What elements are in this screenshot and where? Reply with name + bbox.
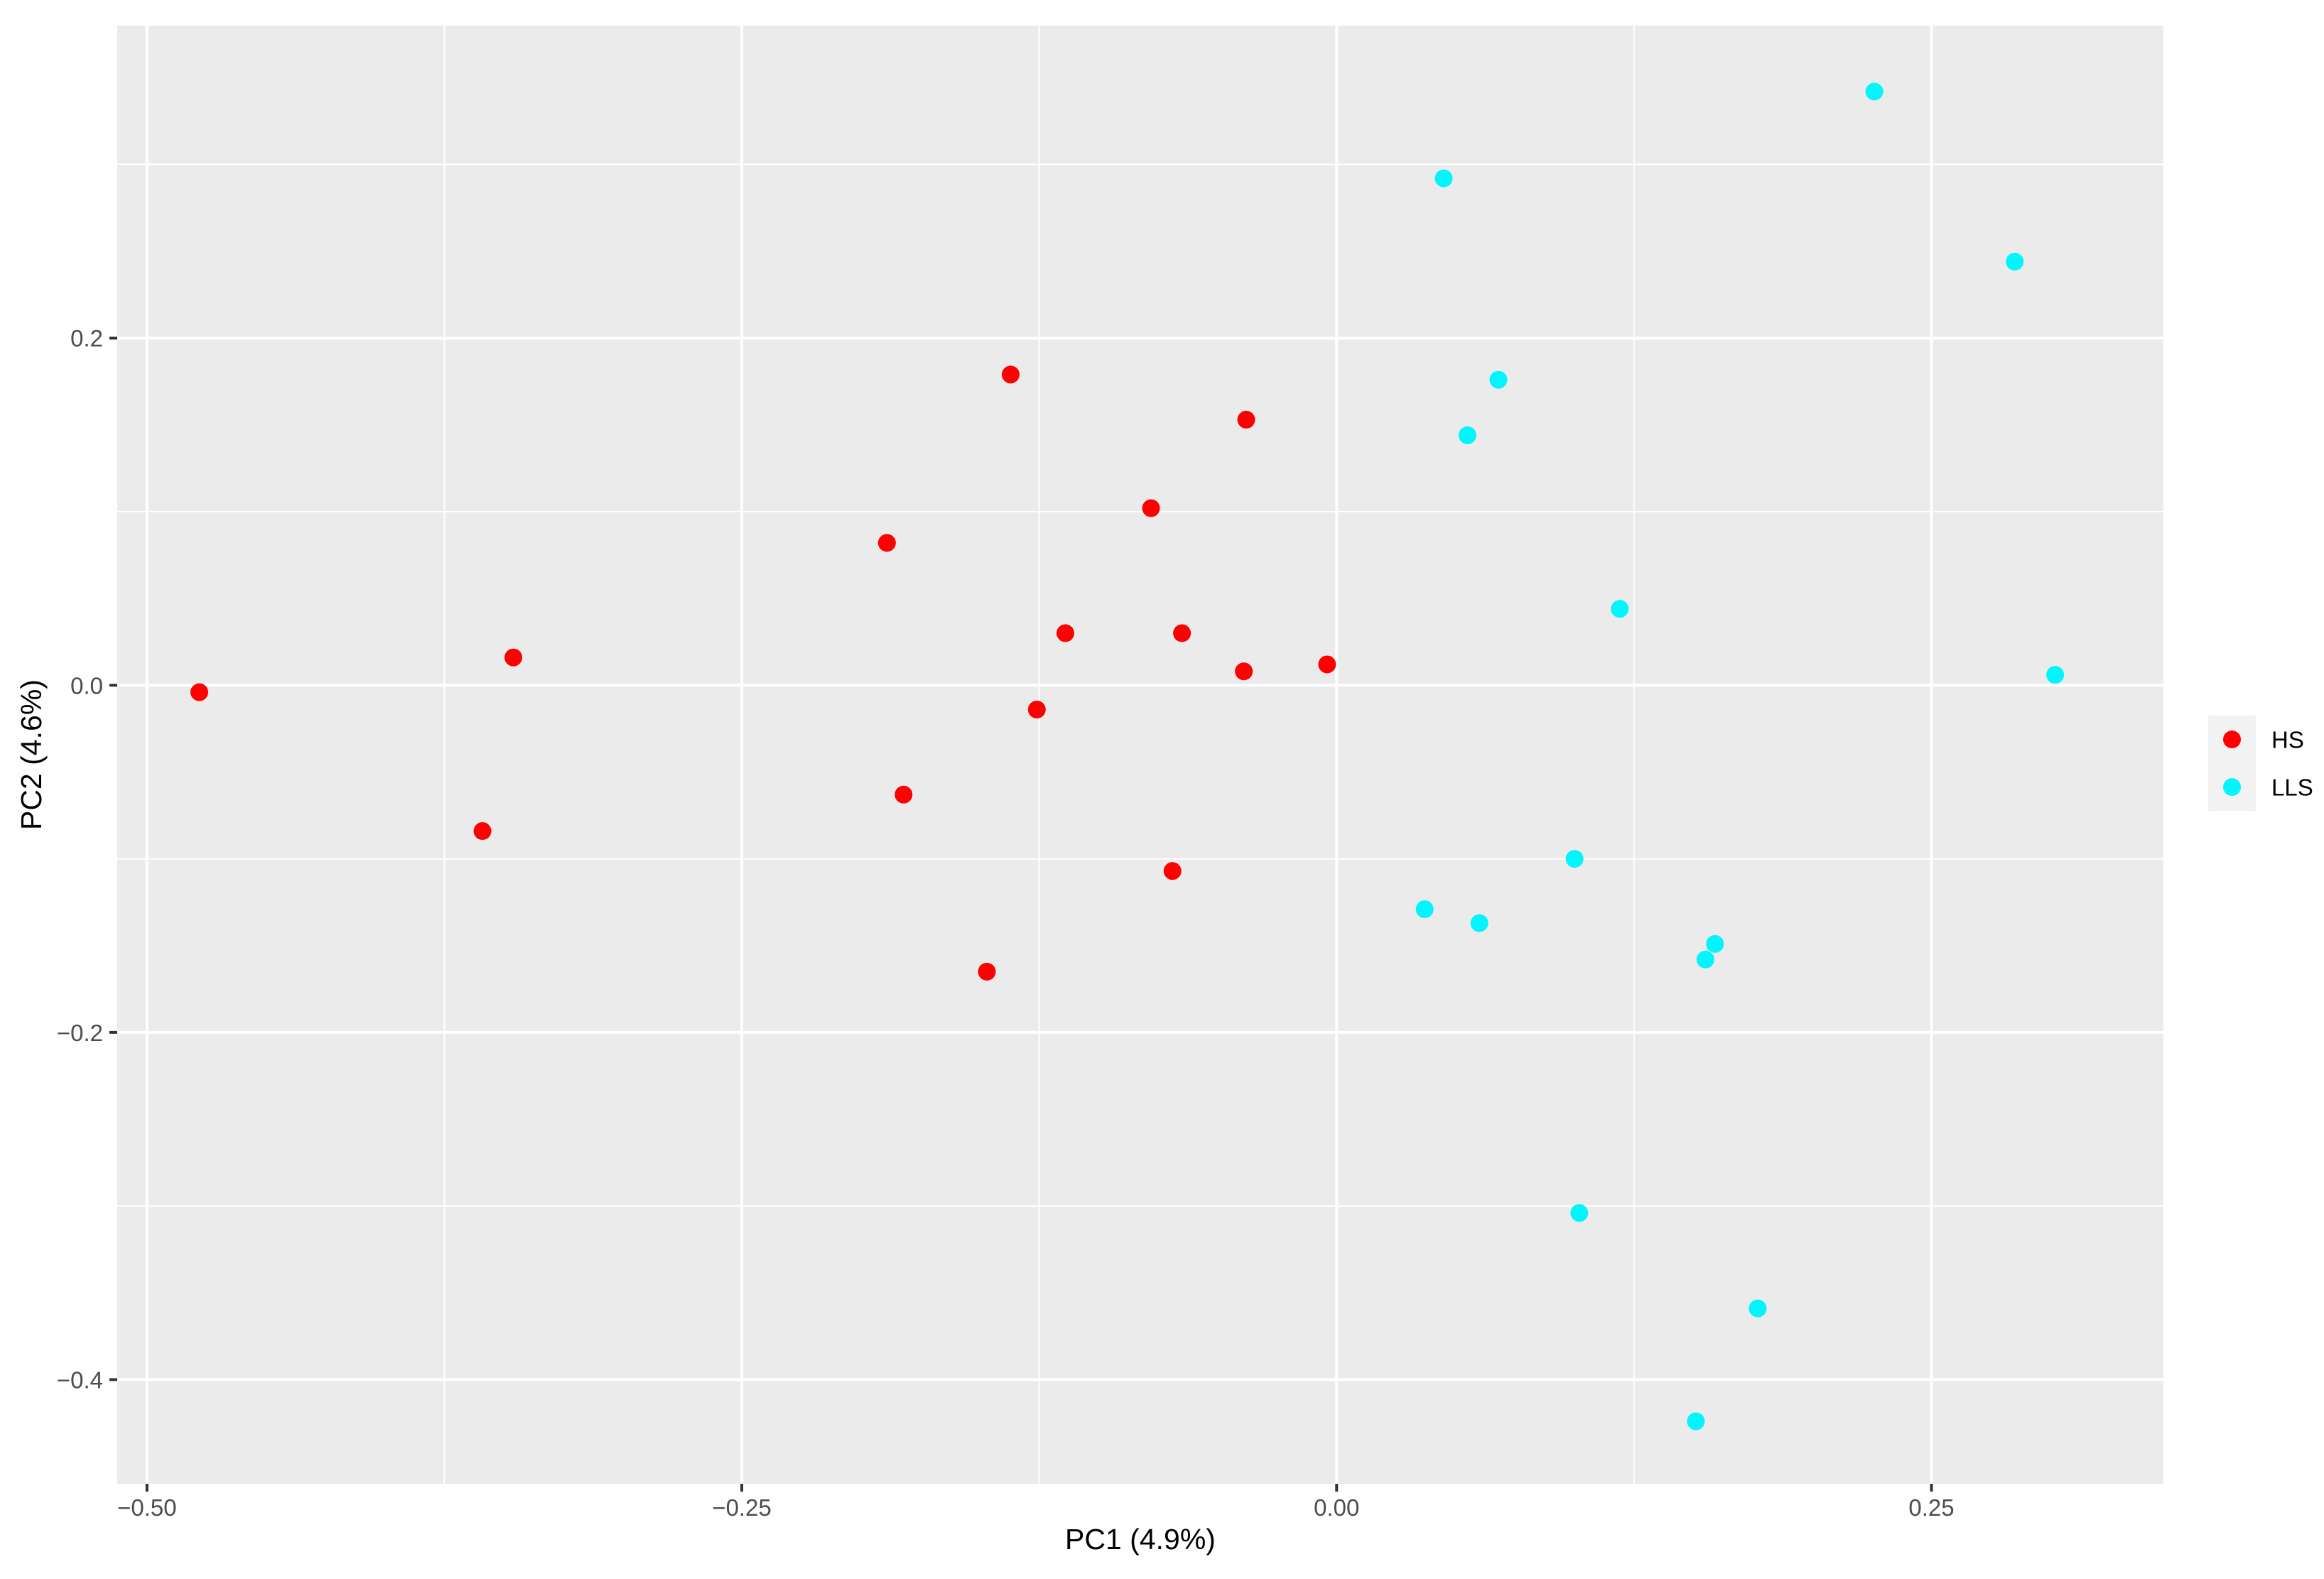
y-tick-label: 0.0 bbox=[70, 672, 103, 699]
y-tick-label: −0.4 bbox=[57, 1367, 103, 1393]
x-tick-label: −0.25 bbox=[712, 1494, 772, 1521]
x-tick-label: 0.25 bbox=[1908, 1494, 1954, 1521]
data-points bbox=[190, 82, 2065, 1430]
point-hs bbox=[1001, 365, 1020, 384]
point-lls bbox=[1470, 914, 1488, 932]
y-tick-label: 0.2 bbox=[70, 325, 103, 352]
y-axis: −0.4 −0.2 0.0 0.2 bbox=[57, 325, 117, 1393]
point-lls bbox=[1749, 1299, 1767, 1317]
point-lls bbox=[1706, 934, 1724, 953]
point-hs bbox=[1318, 655, 1336, 674]
point-hs bbox=[1173, 624, 1191, 642]
point-lls bbox=[1434, 169, 1453, 188]
point-hs bbox=[1027, 700, 1046, 718]
x-tick-label: 0.00 bbox=[1314, 1494, 1359, 1521]
point-hs bbox=[1237, 411, 1255, 429]
legend-key-background bbox=[2208, 716, 2256, 811]
x-tick-label: −0.50 bbox=[117, 1494, 177, 1521]
point-hs bbox=[895, 785, 913, 804]
point-lls bbox=[1696, 950, 1714, 969]
major-grid bbox=[117, 26, 2163, 1484]
legend: HS LLS bbox=[2208, 716, 2313, 811]
point-lls bbox=[1611, 600, 1629, 618]
point-hs bbox=[1142, 499, 1160, 517]
legend-label-lls: LLS bbox=[2271, 775, 2313, 801]
point-hs bbox=[1163, 862, 1182, 880]
point-hs bbox=[877, 534, 896, 552]
point-lls bbox=[1415, 900, 1434, 918]
point-lls bbox=[1687, 1412, 1705, 1430]
point-lls bbox=[1565, 850, 1584, 868]
point-lls bbox=[1570, 1204, 1589, 1222]
y-tick-label: −0.2 bbox=[57, 1020, 103, 1046]
point-hs bbox=[504, 648, 523, 667]
point-lls bbox=[1489, 370, 1508, 389]
legend-key-hs bbox=[2223, 731, 2241, 748]
minor-grid bbox=[117, 26, 2163, 1484]
point-hs bbox=[978, 962, 996, 981]
point-hs bbox=[1056, 624, 1075, 642]
point-lls bbox=[2046, 666, 2065, 684]
point-hs bbox=[190, 683, 209, 701]
x-axis: −0.50 −0.25 0.00 0.25 bbox=[117, 1484, 1955, 1521]
plot-panel bbox=[117, 26, 2163, 1484]
point-hs bbox=[1235, 662, 1253, 681]
x-axis-title: PC1 (4.9%) bbox=[1065, 1523, 1216, 1556]
legend-label-hs: HS bbox=[2271, 727, 2304, 753]
point-lls bbox=[1865, 82, 1883, 101]
point-hs bbox=[473, 821, 492, 840]
legend-key-lls bbox=[2223, 778, 2241, 796]
point-lls bbox=[2006, 252, 2024, 271]
point-lls bbox=[1458, 426, 1476, 445]
y-axis-title: PC2 (4.6%) bbox=[15, 679, 48, 830]
